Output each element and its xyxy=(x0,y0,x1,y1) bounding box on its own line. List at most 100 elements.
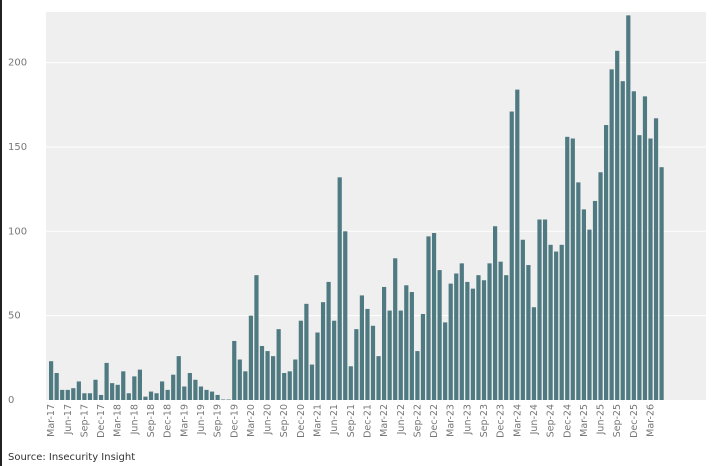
bar xyxy=(315,332,320,400)
bar xyxy=(337,177,342,400)
bar xyxy=(537,219,542,400)
bar xyxy=(187,373,192,400)
bar xyxy=(504,275,509,400)
bar xyxy=(304,303,309,400)
x-tick-label: Sep-20 xyxy=(279,404,290,437)
x-tick-label: Sep-21 xyxy=(346,404,357,437)
x-tick-label: Mar-25 xyxy=(579,404,590,437)
bar xyxy=(298,320,303,400)
y-tick-label: 200 xyxy=(8,58,27,69)
y-tick-label: 150 xyxy=(8,142,27,153)
bar xyxy=(215,394,220,400)
x-tick-label: Sep-25 xyxy=(612,404,623,437)
bar xyxy=(615,50,620,401)
bar xyxy=(332,320,337,400)
bar xyxy=(326,281,331,400)
x-tick-label: Sep-24 xyxy=(546,404,557,437)
bar xyxy=(204,389,209,400)
bar xyxy=(415,351,420,400)
bar xyxy=(398,310,403,400)
bar xyxy=(459,263,464,400)
bar xyxy=(132,376,137,400)
bar xyxy=(259,346,265,400)
bar xyxy=(193,379,198,400)
x-tick-label: Dec-23 xyxy=(496,404,507,438)
bar xyxy=(393,258,398,400)
bar xyxy=(637,135,642,400)
x-tick-label: Sep-23 xyxy=(479,404,490,437)
bar xyxy=(520,239,525,400)
bar xyxy=(126,393,131,400)
bar xyxy=(232,340,237,400)
bar xyxy=(359,295,364,400)
bar xyxy=(121,371,126,400)
bar xyxy=(559,244,564,400)
source-note: Source: Insecurity Insight xyxy=(8,452,136,463)
bar xyxy=(176,356,181,400)
bar xyxy=(448,283,453,400)
x-tick-label: Jun-19 xyxy=(196,404,207,435)
bar xyxy=(509,111,514,400)
bar xyxy=(243,371,248,400)
bar xyxy=(287,371,292,400)
bar xyxy=(320,302,326,400)
bar xyxy=(426,236,431,400)
x-tick-label: Dec-21 xyxy=(362,404,373,438)
bar xyxy=(154,393,159,400)
bar xyxy=(87,393,93,400)
x-tick-label: Mar-21 xyxy=(313,404,324,437)
bar xyxy=(226,399,231,400)
y-tick-label: 50 xyxy=(8,311,21,322)
bar xyxy=(271,356,276,400)
bar xyxy=(71,388,76,400)
bar xyxy=(209,391,215,400)
bar xyxy=(609,69,614,401)
bar xyxy=(409,292,414,400)
bar xyxy=(470,288,475,400)
bar xyxy=(309,364,315,400)
bar xyxy=(481,280,487,400)
bar xyxy=(104,362,109,400)
bar xyxy=(282,373,287,400)
bar xyxy=(148,391,154,400)
bar xyxy=(370,325,376,400)
bar xyxy=(60,389,65,400)
x-tick-label: Jun-21 xyxy=(329,404,340,435)
bar xyxy=(76,381,81,400)
bar xyxy=(115,384,120,400)
y-tick-label: 0 xyxy=(8,395,14,406)
bar xyxy=(493,226,498,400)
bar xyxy=(443,322,448,400)
bar xyxy=(626,15,631,401)
x-tick-label: Mar-20 xyxy=(246,404,257,437)
bar xyxy=(542,219,548,400)
bar xyxy=(565,136,570,400)
bar xyxy=(171,374,176,400)
bar xyxy=(82,393,87,400)
bar xyxy=(93,379,98,400)
bar xyxy=(592,200,598,400)
x-tick-label: Jun-23 xyxy=(462,404,473,435)
x-tick-label: Mar-24 xyxy=(512,404,523,437)
x-tick-label: Mar-22 xyxy=(379,404,390,437)
y-tick-label: 100 xyxy=(8,226,27,237)
bar xyxy=(631,91,636,400)
bar xyxy=(515,89,520,400)
bar xyxy=(49,361,54,400)
bar xyxy=(221,399,226,400)
bar xyxy=(642,96,648,400)
bar xyxy=(343,231,348,400)
x-tick-label: Jun-24 xyxy=(529,404,540,435)
x-tick-label: Dec-17 xyxy=(96,404,107,438)
bar xyxy=(160,381,165,400)
x-tick-label: Mar-18 xyxy=(113,404,124,437)
x-tick-label: Jun-18 xyxy=(129,404,140,435)
bar xyxy=(293,359,298,400)
bar xyxy=(498,261,503,400)
bar xyxy=(526,265,531,400)
x-tick-label: Dec-24 xyxy=(562,404,573,438)
x-tick-label: Sep-22 xyxy=(412,404,423,437)
bar xyxy=(659,167,664,400)
